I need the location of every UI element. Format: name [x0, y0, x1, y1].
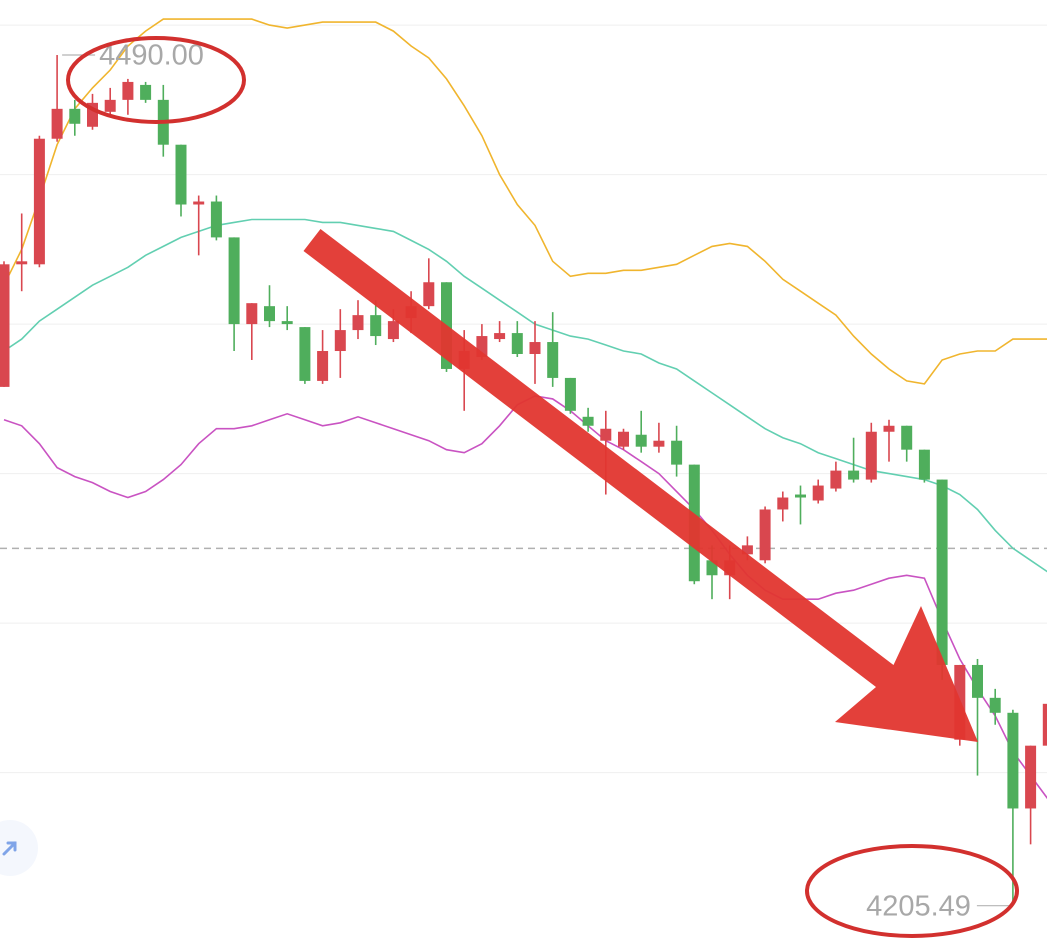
candle-body [529, 342, 541, 355]
candle-body [883, 425, 895, 432]
candle-body [706, 560, 718, 576]
candle-body [741, 545, 753, 555]
candle-body [795, 494, 806, 498]
candle-body [936, 479, 948, 665]
candle-body [122, 81, 134, 100]
candle-body [635, 434, 647, 447]
candle-body [653, 440, 665, 447]
candle-body [317, 351, 329, 381]
candle-body [547, 342, 559, 378]
highlight-ellipse [66, 36, 246, 124]
annotation-label: 4205.49 [866, 890, 971, 922]
candle-body [423, 282, 435, 307]
candle-body [193, 201, 205, 205]
highlight-ellipse [805, 844, 1019, 938]
candle-body [989, 697, 1001, 713]
candle-body [582, 416, 594, 426]
candle-body [1025, 745, 1037, 809]
candle-body [69, 108, 81, 124]
candles [0, 55, 1047, 906]
candle-body [972, 664, 983, 698]
candle-body [352, 315, 364, 331]
candle-body [511, 333, 523, 355]
candle-body [140, 84, 152, 100]
candle-body [228, 237, 240, 325]
annotation-label: 4490.00 [99, 40, 204, 72]
floating-button[interactable] [0, 820, 38, 876]
candle-body [494, 333, 506, 340]
band-line [3, 395, 1047, 800]
candle-body [33, 138, 45, 265]
candle-body [564, 377, 576, 411]
candle-body [1042, 703, 1047, 746]
candle-body [759, 509, 771, 561]
candle-body [0, 264, 10, 387]
candle-body [476, 336, 488, 357]
candle-body [104, 99, 116, 112]
candle-body [1007, 712, 1019, 809]
candle-body [812, 485, 824, 501]
candle-body [51, 108, 63, 139]
candle-body [600, 428, 612, 441]
candle-body [918, 449, 930, 480]
trend-arrow [303, 229, 978, 742]
floating-button-icon [2, 841, 17, 856]
candle-body [299, 327, 311, 381]
candle-body [387, 321, 399, 340]
candle-body [901, 425, 913, 450]
candle-body [671, 440, 683, 465]
candle-body [264, 306, 275, 322]
candle-body [334, 330, 346, 352]
candle-body [246, 303, 258, 325]
candle-body [618, 431, 629, 447]
grid [0, 24, 1047, 774]
candle-body [370, 315, 382, 337]
candle-body [87, 102, 98, 127]
candle-body [281, 321, 293, 325]
candle-body [830, 470, 842, 489]
candle-body [210, 201, 222, 238]
candle-body [777, 497, 789, 510]
candle-body [865, 431, 877, 480]
band-line [3, 18, 1047, 385]
annotations: 4490.00 4205.49 [62, 40, 1010, 922]
candle-body [848, 470, 860, 480]
candle-body [16, 261, 28, 265]
candle-body [175, 144, 187, 205]
